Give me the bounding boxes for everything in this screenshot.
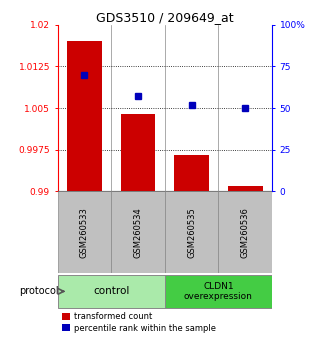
Bar	[67, 41, 102, 192]
Text: control: control	[93, 286, 129, 296]
Bar	[58, 192, 111, 273]
Text: protocol: protocol	[20, 286, 59, 296]
Legend: transformed count, percentile rank within the sample: transformed count, percentile rank withi…	[62, 312, 216, 333]
Bar	[165, 275, 272, 308]
Bar	[218, 192, 272, 273]
Title: GDS3510 / 209649_at: GDS3510 / 209649_at	[96, 11, 234, 24]
Bar	[165, 192, 218, 273]
Text: GSM260533: GSM260533	[80, 207, 89, 258]
Text: GSM260536: GSM260536	[241, 207, 250, 258]
Bar	[58, 275, 165, 308]
Text: CLDN1
overexpression: CLDN1 overexpression	[184, 282, 253, 301]
Text: GSM260535: GSM260535	[187, 207, 196, 257]
Bar	[111, 192, 165, 273]
Text: GSM260534: GSM260534	[133, 207, 142, 257]
Bar	[174, 155, 209, 192]
Bar	[228, 186, 263, 192]
Bar	[121, 114, 156, 192]
